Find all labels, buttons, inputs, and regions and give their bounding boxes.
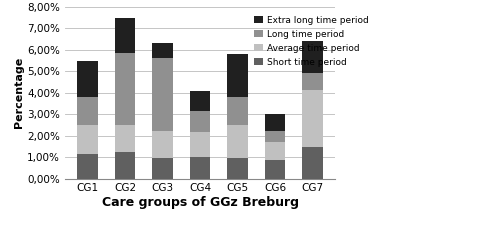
Bar <box>190 91 210 111</box>
Bar <box>227 125 248 158</box>
Bar <box>152 158 173 179</box>
Bar <box>264 114 285 131</box>
Bar <box>302 90 323 147</box>
Y-axis label: Percentage: Percentage <box>14 57 24 128</box>
Bar <box>114 53 136 125</box>
Bar <box>302 74 323 90</box>
Bar <box>190 111 210 132</box>
Bar <box>302 147 323 179</box>
Bar <box>77 154 98 179</box>
Legend: Extra long time period, Long time period, Average time period, Short time period: Extra long time period, Long time period… <box>253 15 370 68</box>
Bar <box>77 125 98 154</box>
Bar <box>227 158 248 179</box>
Bar <box>264 131 285 142</box>
Bar <box>77 97 98 125</box>
Bar <box>114 152 136 179</box>
Bar <box>77 60 98 97</box>
Bar <box>264 142 285 160</box>
Bar <box>227 54 248 97</box>
Bar <box>152 58 173 131</box>
Bar <box>302 41 323 74</box>
Bar <box>190 157 210 179</box>
Bar <box>264 160 285 179</box>
X-axis label: Care groups of GGz Breburg: Care groups of GGz Breburg <box>102 196 298 209</box>
Bar <box>190 132 210 157</box>
Bar <box>152 43 173 58</box>
Bar <box>114 18 136 53</box>
Bar <box>114 125 136 152</box>
Bar <box>152 131 173 158</box>
Bar <box>227 97 248 125</box>
